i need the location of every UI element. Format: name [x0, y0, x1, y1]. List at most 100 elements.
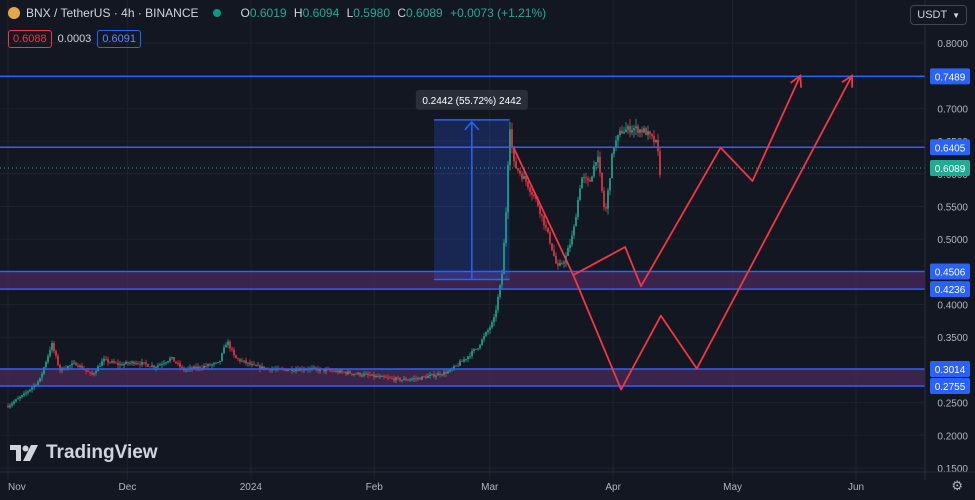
candle-body	[603, 190, 605, 208]
candle-body	[211, 364, 213, 366]
candle-body	[203, 365, 205, 369]
candle-body	[563, 262, 565, 264]
candle-body	[71, 363, 73, 366]
candle-body	[511, 129, 513, 147]
candle-body	[39, 377, 41, 382]
candle-body	[173, 357, 175, 362]
sell-price-button[interactable]: 0.6088	[8, 30, 52, 48]
candle-body	[551, 243, 553, 251]
candle-body	[209, 364, 211, 366]
candle-body	[217, 362, 219, 363]
projection-paths[interactable]	[512, 73, 854, 391]
candle-body	[377, 375, 379, 377]
candle-body	[213, 363, 215, 365]
candle-body	[393, 378, 395, 381]
tradingview-logo[interactable]: TradingView	[10, 442, 158, 464]
level-price-label: 0.7489	[935, 72, 966, 83]
candle-body	[153, 365, 155, 368]
candle-body	[367, 373, 369, 376]
candle-body	[455, 365, 457, 367]
candle-body	[111, 361, 113, 363]
candle-body	[631, 130, 633, 133]
level-price-badge[interactable]	[930, 68, 970, 85]
candle-body	[437, 373, 439, 376]
candle-body	[77, 365, 79, 367]
candle-body	[95, 371, 97, 374]
candle-body	[163, 363, 165, 365]
order-prices: 0.6088 0.0003 0.6091	[8, 30, 141, 48]
candle-body	[571, 235, 573, 245]
time-tick-label: Apr	[605, 482, 621, 493]
candle-body	[117, 362, 119, 365]
candle-body	[133, 361, 135, 365]
measure-tool[interactable]: 0.2442 (55.72%) 2442	[415, 89, 528, 281]
candle-body	[171, 357, 173, 359]
level-price-badge[interactable]	[930, 139, 970, 156]
candle-body	[251, 364, 253, 365]
candle-body	[617, 134, 619, 141]
candle-body	[335, 370, 337, 372]
level-price-badge[interactable]	[930, 361, 970, 378]
candle-body	[427, 375, 429, 379]
candle-body	[75, 362, 77, 366]
candle-body	[415, 378, 417, 380]
currency-selector[interactable]: USDT ▼	[910, 5, 967, 25]
candle-body	[361, 375, 363, 377]
candle-body	[319, 368, 321, 371]
projection-path[interactable]	[572, 75, 853, 391]
candle-body	[303, 369, 305, 371]
candle-body	[331, 370, 333, 372]
candle-body	[355, 373, 357, 375]
time-tick-label: Feb	[366, 482, 384, 493]
spread-value: 0.0003	[57, 33, 92, 45]
price-tick-label: 0.8000	[937, 39, 968, 50]
logo-text: TradingView	[46, 442, 158, 463]
level-price-badge[interactable]	[930, 281, 970, 298]
candle-body	[177, 363, 179, 364]
candle-body	[619, 130, 621, 135]
candle-body	[579, 188, 581, 200]
level-price-badge[interactable]	[930, 377, 970, 394]
candle-body	[591, 176, 593, 182]
candle-body	[93, 373, 95, 375]
candle-body	[127, 361, 129, 364]
candle-body	[219, 360, 221, 363]
horizontal-levels[interactable]	[0, 75, 925, 387]
candle-body	[315, 367, 317, 369]
buy-price-button[interactable]: 0.6091	[97, 30, 141, 48]
candle-body	[113, 361, 115, 363]
candle-body	[595, 162, 597, 166]
price-tick-label: 0.4000	[937, 301, 968, 312]
candle-body	[547, 227, 549, 233]
candle-body	[391, 377, 393, 379]
time-tick-label: Nov	[8, 482, 26, 493]
candle-body	[121, 364, 123, 366]
candle-body	[107, 359, 109, 363]
time-axis[interactable]: Nov Dec 2024 Feb Mar Apr May Jun	[0, 471, 975, 493]
close-value: 0.6089	[406, 6, 443, 20]
candle-body	[143, 362, 145, 363]
candle-body	[433, 374, 435, 377]
candle-body	[383, 376, 385, 378]
candle-body	[607, 190, 609, 209]
candle-body	[223, 347, 225, 354]
candle-body	[577, 199, 579, 218]
candle-body	[475, 348, 477, 350]
gear-icon[interactable]: ⚙	[951, 478, 963, 493]
symbol-title[interactable]: BNX / TetherUS · 4h · BINANCE	[26, 6, 199, 20]
candle-body	[359, 372, 361, 376]
candle-body	[477, 348, 479, 350]
candle-body	[649, 131, 651, 135]
candle-body	[403, 378, 405, 380]
candle-body	[103, 358, 105, 362]
level-price-label: 0.4236	[935, 285, 966, 296]
price-axis[interactable]: 0.80000.70000.65000.60000.55000.50000.40…	[924, 0, 975, 500]
candle-body	[485, 332, 487, 336]
candle-body	[425, 376, 427, 379]
candle-body	[85, 369, 87, 372]
close-label: C	[397, 6, 407, 20]
candle-body	[291, 368, 293, 372]
candle-body	[449, 369, 451, 372]
level-price-badge[interactable]	[930, 263, 970, 280]
